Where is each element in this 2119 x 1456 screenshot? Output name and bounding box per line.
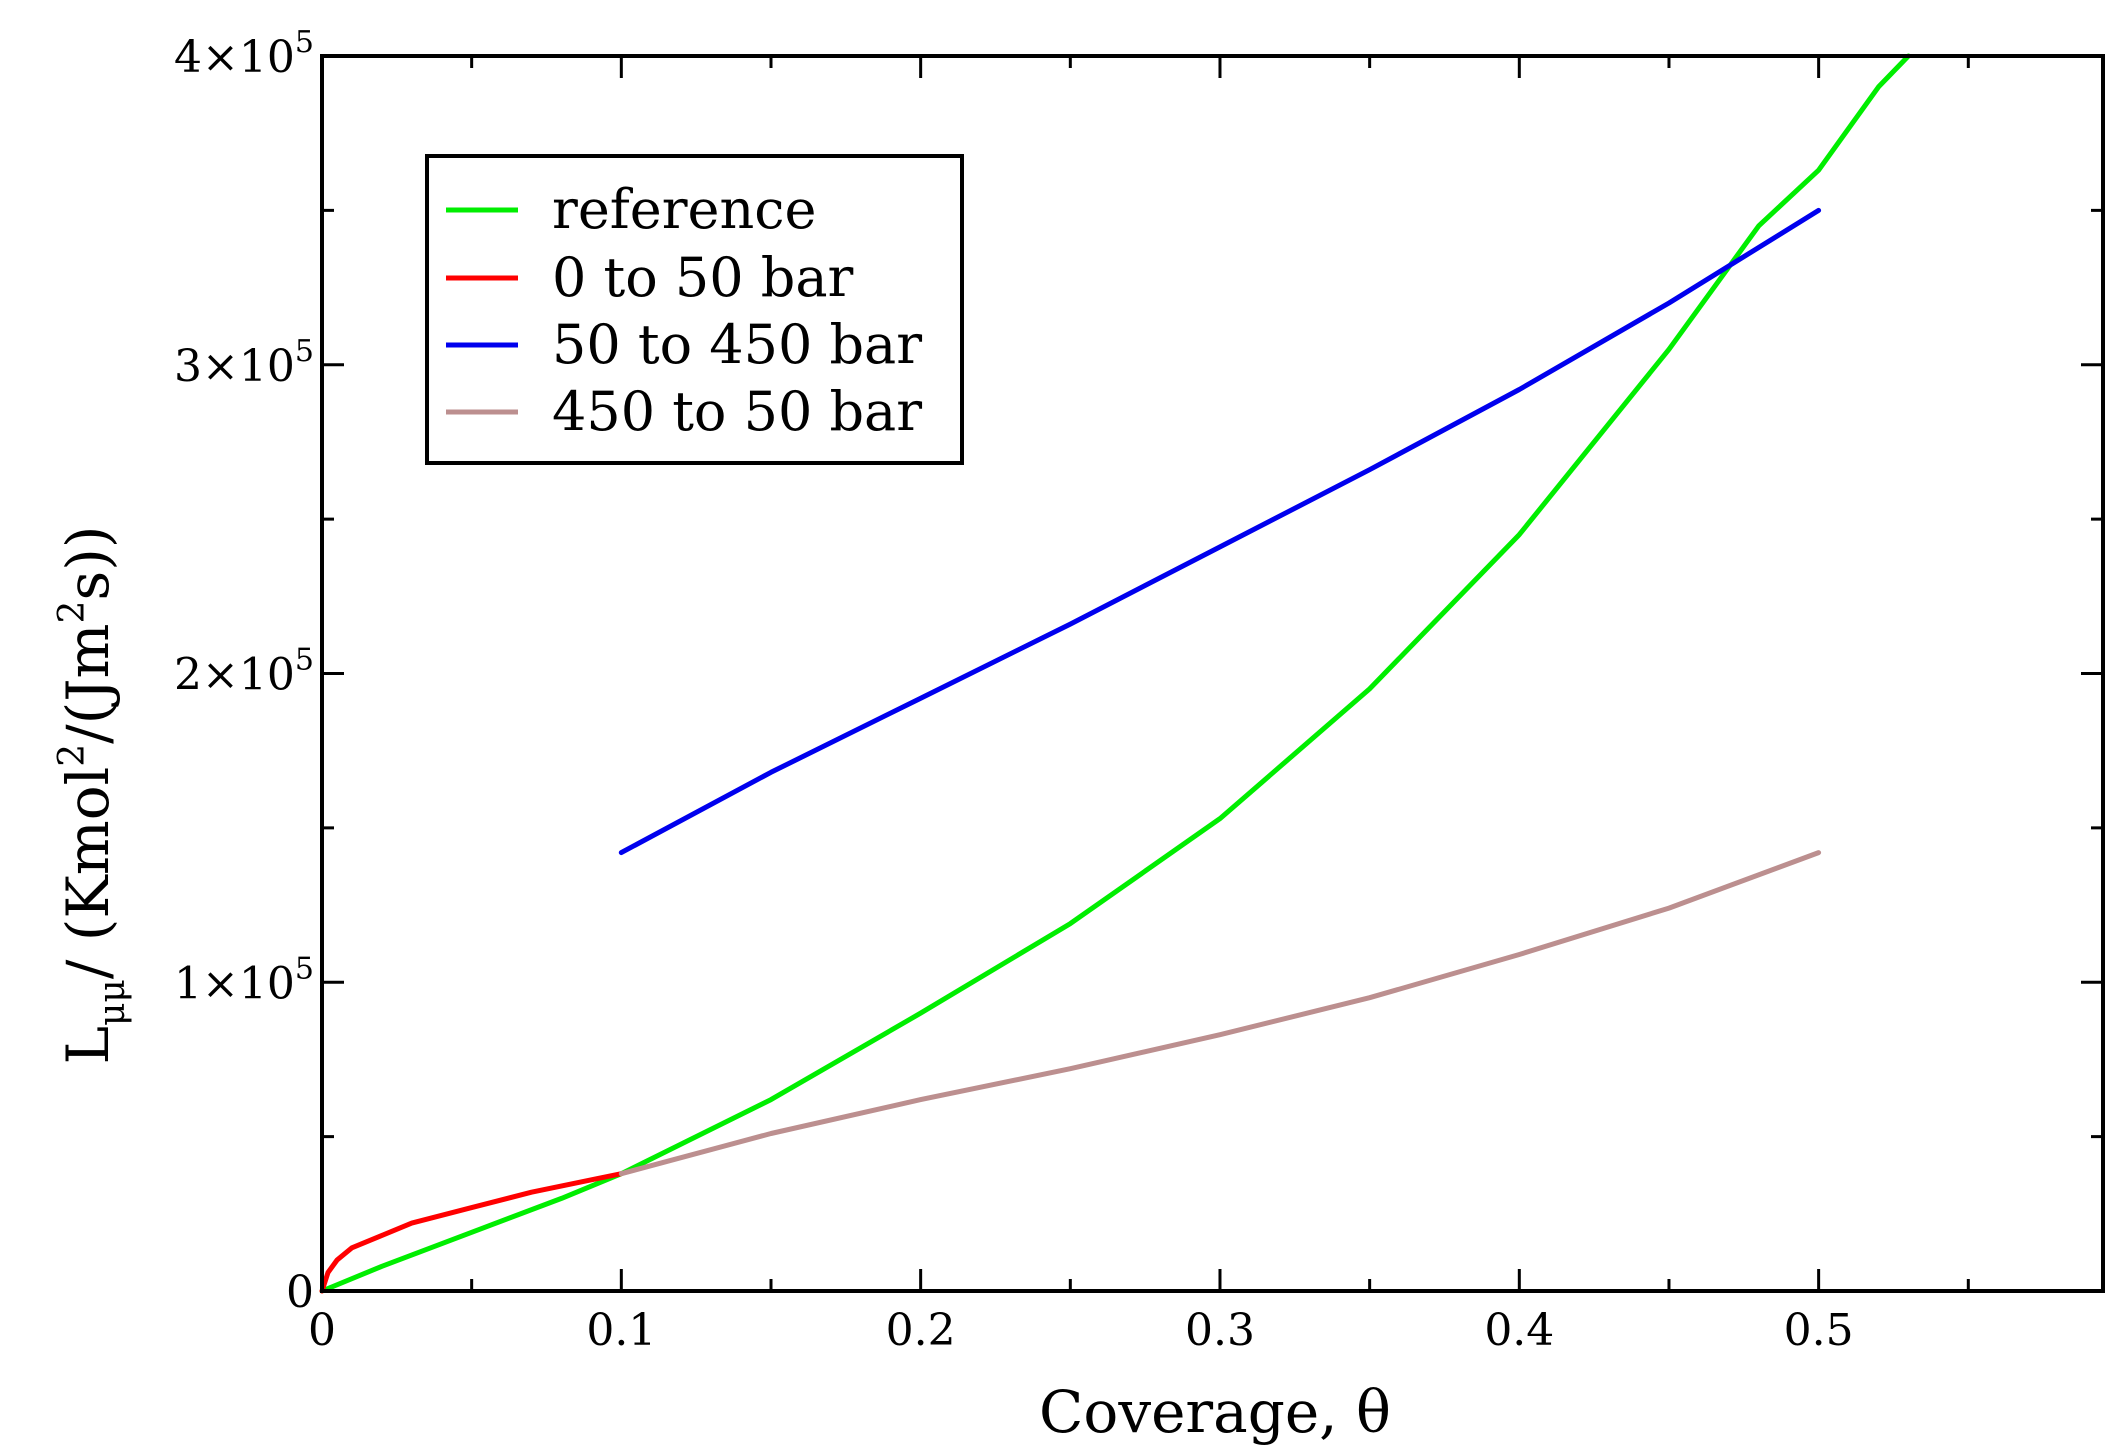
y-axis-title-main: L: [54, 1026, 122, 1065]
series-line-reference: [319, 53, 1911, 1294]
x-tick-label: 0.4: [1484, 1305, 1554, 1356]
y-tick-mantissa: 2×10: [174, 650, 295, 701]
x-tick-label: 0.3: [1185, 1305, 1255, 1356]
y-tick-label: 1×105: [174, 951, 314, 1009]
y-axis-title: Lμμ/ (Kmol2/(Jm2s)): [52, 526, 133, 1065]
y-axis-title-sup1: 2: [52, 744, 93, 767]
plot-frame: [320, 54, 2105, 1293]
y-tick-exponent: 5: [295, 643, 314, 678]
y-tick-label: 0: [286, 1267, 314, 1318]
y-tick-mantissa: 1×10: [174, 958, 295, 1009]
y-tick-exponent: 5: [295, 25, 314, 60]
x-tick-label: 0: [308, 1305, 336, 1356]
legend: reference 0 to 50 bar 50 to 450 bar 450 …: [425, 154, 964, 465]
y-tick-label: 4×105: [174, 25, 314, 83]
x-tick-labels: 0 0.1 0.2 0.3 0.4 0.5: [308, 1305, 1854, 1356]
y-tick-mantissa: 3×10: [174, 341, 295, 392]
y-axis-title-sup2: 2: [52, 601, 93, 624]
y-tick-label: 3×105: [174, 334, 314, 392]
y-axis-title-unit-mid: /(Jm: [54, 623, 122, 743]
series-line-450-to-50-bar: [618, 850, 1822, 1177]
y-axis-title-sub: μμ: [92, 979, 133, 1026]
x-tick-label: 0.5: [1784, 1305, 1854, 1356]
legend-label-0-to-50-bar: 0 to 50 bar: [552, 246, 854, 309]
x-axis-title: Coverage, θ: [1039, 1378, 1391, 1446]
y-tick-exponent: 5: [295, 334, 314, 369]
series-line-0-to-50-bar: [319, 1171, 624, 1294]
series-line-50-to-450-bar: [618, 207, 1822, 856]
x-tick-label: 0.1: [586, 1305, 656, 1356]
series-lines: [319, 53, 1911, 1294]
legend-label-50-to-450-bar: 50 to 450 bar: [552, 313, 922, 376]
x-tick-label: 0.2: [886, 1305, 956, 1356]
y-axis-title-unit-suffix: s)): [54, 526, 122, 601]
legend-label-450-to-50-bar: 450 to 50 bar: [552, 380, 922, 443]
y-tick-label: 2×105: [174, 643, 314, 701]
y-tick-exponent: 5: [295, 951, 314, 986]
y-tick-mantissa: 4×10: [174, 32, 295, 83]
legend-label-reference: reference: [552, 178, 816, 241]
y-axis-title-unit-prefix: / (Kmol: [54, 767, 122, 979]
